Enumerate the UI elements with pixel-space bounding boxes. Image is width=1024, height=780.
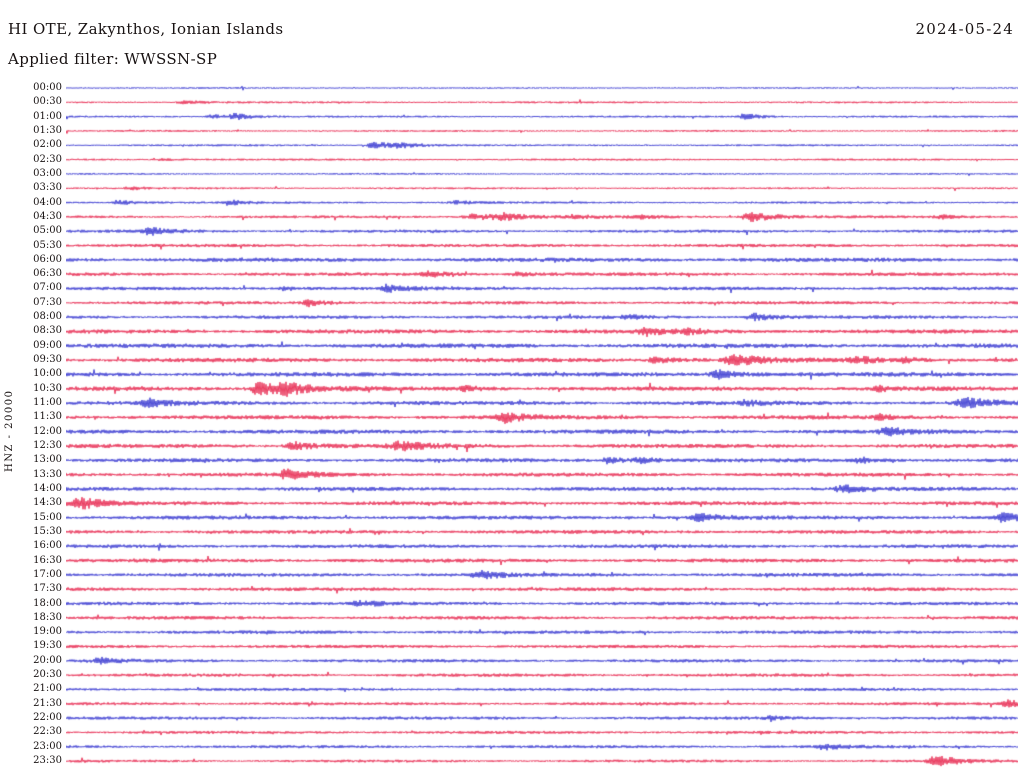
time-label: 08:00	[33, 311, 62, 323]
time-label: 05:30	[33, 239, 62, 251]
time-label: 19:30	[33, 640, 62, 652]
time-label: 07:30	[33, 296, 62, 308]
time-label: 20:00	[33, 654, 62, 666]
date-label: 2024-05-24	[915, 20, 1014, 38]
time-label: 23:30	[33, 755, 62, 767]
time-label: 12:30	[33, 440, 62, 451]
time-label: 07:00	[33, 282, 62, 294]
time-label: 14:00	[33, 482, 62, 494]
time-label: 05:00	[33, 225, 62, 237]
time-label: 16:30	[33, 554, 62, 566]
time-label: 15:30	[33, 525, 62, 537]
time-label: 08:30	[33, 325, 62, 337]
time-label: 19:00	[33, 626, 62, 638]
time-label: 21:30	[33, 697, 62, 709]
time-label: 12:00	[33, 425, 62, 437]
time-label: 17:00	[33, 568, 62, 580]
station-title: HI OTE, Zakynthos, Ionian Islands	[8, 20, 284, 38]
time-label: 04:00	[33, 196, 62, 208]
helicorder-plot	[66, 80, 1018, 774]
time-label: 11:30	[33, 411, 62, 423]
time-label: 10:00	[33, 368, 62, 380]
time-label: 00:00	[33, 82, 62, 93]
time-label: 01:00	[33, 110, 62, 122]
time-label: 09:30	[33, 354, 62, 366]
time-label: 23:00	[33, 740, 62, 752]
time-label: 06:30	[33, 268, 62, 280]
time-label: 22:30	[33, 726, 62, 738]
time-label: 10:30	[33, 382, 62, 394]
time-label: 02:00	[33, 139, 62, 151]
time-label: 17:30	[33, 583, 62, 595]
time-label: 03:30	[33, 182, 62, 194]
time-label: 22:00	[33, 712, 62, 724]
filter-label: Applied filter: WWSSN-SP	[8, 50, 218, 68]
time-label: 14:30	[33, 497, 62, 509]
time-label: 06:00	[33, 253, 62, 265]
time-label: 15:00	[33, 511, 62, 523]
time-label: 13:30	[33, 468, 62, 480]
time-label: 02:30	[33, 153, 62, 165]
time-label: 01:30	[33, 124, 62, 136]
time-label: 18:00	[33, 597, 62, 609]
time-label: 00:30	[33, 96, 62, 108]
time-label: 11:00	[33, 397, 62, 409]
time-label: 09:00	[33, 339, 62, 351]
time-label: 03:00	[33, 167, 62, 179]
time-axis-labels: 00:00 00:30 01:00 01:30 02:00 02:30 03:00 03:30…	[0, 0, 62, 780]
time-label: 16:00	[33, 540, 62, 552]
time-label: 04:30	[33, 210, 62, 222]
time-label: 13:00	[33, 454, 62, 466]
time-label: 18:30	[33, 611, 62, 623]
time-label: 20:30	[33, 669, 62, 681]
time-label: 21:00	[33, 683, 62, 695]
